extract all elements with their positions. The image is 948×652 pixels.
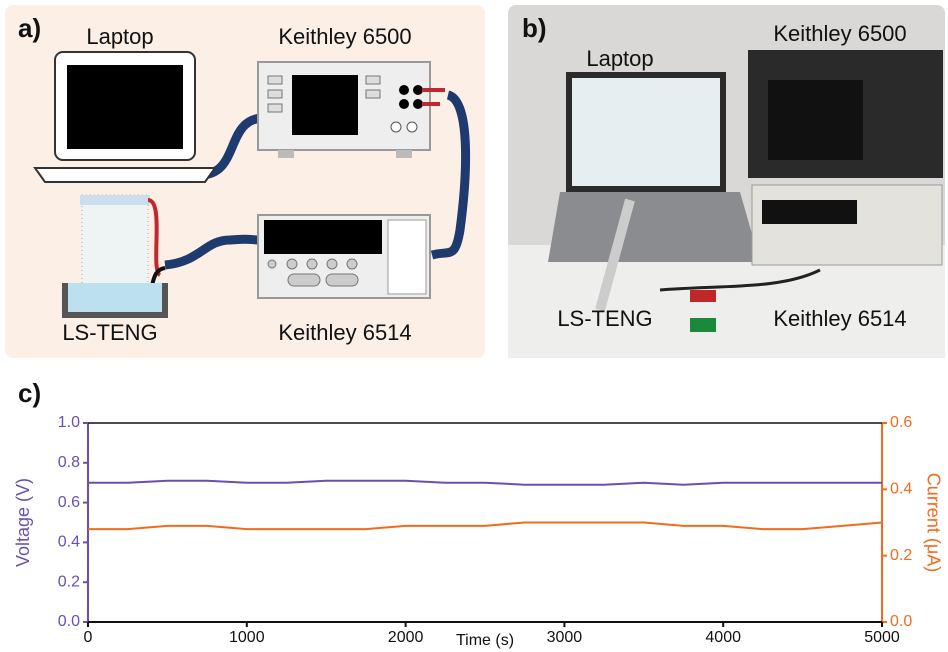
y-tick-label: 0.8 — [58, 454, 80, 471]
chart: 0.0 0.2 0.4 0.6 0.8 1.0 0.0 0.2 0.4 0.6 0 1000 2000 3… — [13, 414, 944, 649]
y2-axis-label: Current (μA) — [923, 473, 943, 572]
schematic — [33, 51, 471, 318]
x-tick-label: 4000 — [705, 629, 741, 646]
photo-objects — [548, 50, 943, 332]
x-tick-label: 0 — [84, 629, 93, 646]
y2-tick-label: 0.6 — [890, 414, 912, 431]
x-axis-label: Time (s) — [456, 632, 514, 649]
y-tick-label: 0.2 — [58, 573, 80, 590]
series-line — [88, 521, 883, 531]
panel-label: c) — [18, 378, 41, 408]
label: Laptop — [86, 24, 153, 49]
label: Keithley 6500 — [278, 24, 411, 49]
y2-tick-label: 0.0 — [890, 613, 912, 630]
y-tick-label: 0.0 — [58, 613, 80, 630]
y2-tick-label: 0.4 — [890, 481, 912, 498]
series-line — [88, 479, 882, 486]
label: LS-TENG — [557, 306, 652, 331]
label: LS-TENG — [62, 320, 157, 345]
x-tick-label: 2000 — [388, 629, 424, 646]
panel-label: b) — [522, 13, 547, 43]
label: Keithley 6500 — [773, 21, 906, 46]
y-tick-label: 0.4 — [58, 534, 80, 551]
y-tick-label: 0.6 — [58, 494, 80, 511]
y2-tick-label: 0.2 — [890, 547, 912, 564]
label: Keithley 6514 — [278, 320, 411, 345]
label: Keithley 6514 — [773, 306, 906, 331]
y-tick-label: 1.0 — [58, 414, 80, 431]
x-tick-label: 3000 — [547, 629, 583, 646]
panel-label: a) — [18, 13, 41, 43]
x-tick-label: 1000 — [229, 629, 265, 646]
y-axis-label: Voltage (V) — [13, 478, 33, 567]
label: Laptop — [586, 46, 653, 71]
x-tick-label: 5000 — [864, 629, 900, 646]
